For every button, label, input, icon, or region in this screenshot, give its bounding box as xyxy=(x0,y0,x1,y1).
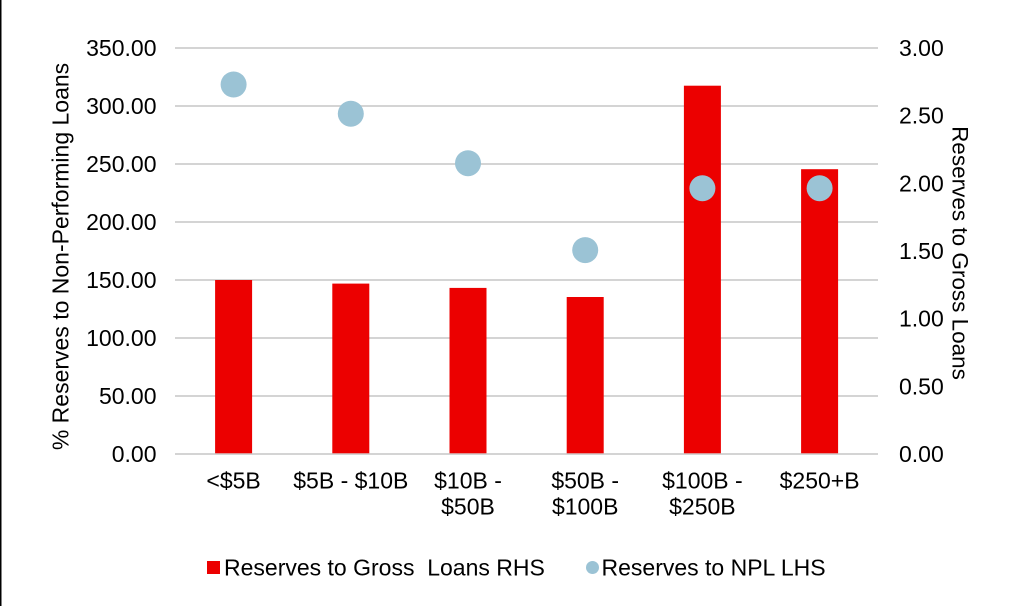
svg-text:200.00: 200.00 xyxy=(86,209,156,235)
svg-text:<$5B: <$5B xyxy=(206,468,260,494)
svg-text:1.50: 1.50 xyxy=(899,238,944,264)
svg-text:$100B -: $100B - xyxy=(662,468,743,494)
svg-text:$250B: $250B xyxy=(669,494,736,520)
svg-text:$100B: $100B xyxy=(552,494,619,520)
svg-text:0.00: 0.00 xyxy=(112,441,157,467)
svg-text:$250+B: $250+B xyxy=(780,468,860,494)
svg-text:50.00: 50.00 xyxy=(99,383,157,409)
svg-text:3.00: 3.00 xyxy=(899,35,944,61)
svg-text:2.50: 2.50 xyxy=(899,103,944,129)
svg-text:Reserves to Gross Loans: Reserves to Gross Loans xyxy=(948,126,973,380)
svg-text:250.00: 250.00 xyxy=(86,151,156,177)
svg-text:$10B -: $10B - xyxy=(434,468,502,494)
svg-text:350.00: 350.00 xyxy=(86,35,156,61)
svg-text:2.00: 2.00 xyxy=(899,170,944,196)
svg-text:Reserves to Gross Loans RHS: Reserves to Gross Loans RHS xyxy=(224,555,545,581)
svg-text:$50B -: $50B - xyxy=(551,468,619,494)
svg-text:% Reserves to Non-Performing L: % Reserves to Non-Performing Loans xyxy=(48,63,74,450)
svg-text:$5B - $10B: $5B - $10B xyxy=(293,468,408,494)
svg-text:0.00: 0.00 xyxy=(899,441,944,467)
svg-text:1.00: 1.00 xyxy=(899,306,944,332)
svg-text:100.00: 100.00 xyxy=(86,325,156,351)
svg-text:$50B: $50B xyxy=(441,494,495,520)
svg-text:0.50: 0.50 xyxy=(899,373,944,399)
svg-text:150.00: 150.00 xyxy=(86,267,156,293)
svg-text:Reserves to NPL LHS: Reserves to NPL LHS xyxy=(602,555,826,581)
svg-text:300.00: 300.00 xyxy=(86,93,156,119)
